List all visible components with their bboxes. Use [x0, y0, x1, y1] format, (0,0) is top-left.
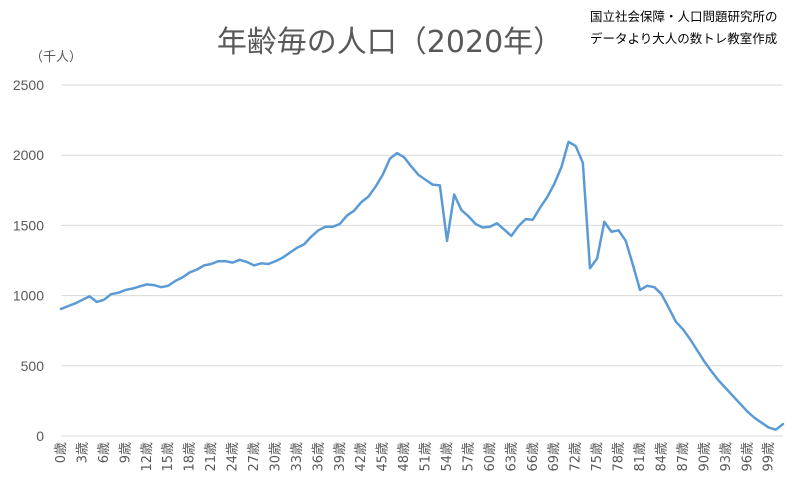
x-tick-label: 69歳	[547, 442, 562, 472]
x-tick-label: 84歳	[654, 442, 669, 472]
x-tick-label: 9歳	[118, 442, 133, 463]
x-tick-label: 33歳	[290, 442, 305, 472]
x-tick-label: 12歳	[140, 442, 155, 472]
y-axis-ticks: 0 500 1000 1500 2000 2500	[13, 77, 44, 444]
x-tick-label: 96歳	[740, 442, 755, 472]
x-tick-label: 90歳	[697, 442, 712, 472]
x-tick-label: 81歳	[633, 442, 648, 472]
plot-area	[59, 140, 785, 431]
x-tick-label: 63歳	[504, 442, 519, 472]
source-note-line-1: 国立社会保障・人口問題研究所の	[590, 9, 778, 24]
x-axis-ticks: 0歳 3歳 6歳 9歳 12歳 15歳 18歳 21歳 24歳 27歳 30歳 33歳 36歳 39歳 42…	[54, 442, 777, 472]
x-tick-label: 54歳	[440, 442, 455, 472]
y-tick-label: 2500	[13, 77, 44, 93]
y-tick-label: 0	[36, 428, 44, 444]
x-tick-label: 66歳	[526, 442, 541, 472]
x-tick-label: 18歳	[183, 442, 198, 472]
x-tick-label: 48歳	[397, 442, 412, 472]
x-tick-label: 57歳	[461, 442, 476, 472]
x-tick-label: 0歳	[54, 442, 69, 463]
gridlines	[61, 84, 783, 437]
x-tick-label: 93歳	[719, 442, 734, 472]
x-tick-label: 3歳	[75, 442, 90, 463]
x-tick-label: 72歳	[569, 442, 584, 472]
x-tick-label: 15歳	[161, 442, 176, 472]
source-note-line-2: データより大人の数トレ教室作成	[590, 31, 777, 46]
x-tick-label: 78歳	[612, 442, 627, 472]
x-tick-label: 75歳	[590, 442, 605, 472]
x-tick-label: 60歳	[483, 442, 498, 472]
y-axis-unit-label: （千人）	[30, 50, 82, 65]
x-tick-label: 87歳	[676, 442, 691, 472]
x-tick-label: 30歳	[268, 442, 283, 472]
x-tick-label: 21歳	[204, 442, 219, 472]
x-tick-label: 24歳	[226, 442, 241, 472]
chart-title: 年齢毎の人口（2020年）	[217, 25, 563, 60]
y-tick-label: 500	[21, 358, 45, 374]
x-tick-label: 6歳	[97, 442, 112, 463]
y-tick-label: 1000	[13, 288, 44, 304]
x-tick-label: 51歳	[419, 442, 434, 472]
y-tick-label: 2000	[13, 147, 44, 163]
population-series-line	[59, 140, 785, 431]
x-tick-label: 39歳	[333, 442, 348, 472]
x-tick-label: 99歳	[762, 442, 777, 472]
y-tick-label: 1500	[13, 217, 44, 233]
x-tick-label: 27歳	[247, 442, 262, 472]
x-tick-label: 42歳	[354, 442, 369, 472]
x-tick-label: 45歳	[376, 442, 391, 472]
x-tick-label: 36歳	[311, 442, 326, 472]
